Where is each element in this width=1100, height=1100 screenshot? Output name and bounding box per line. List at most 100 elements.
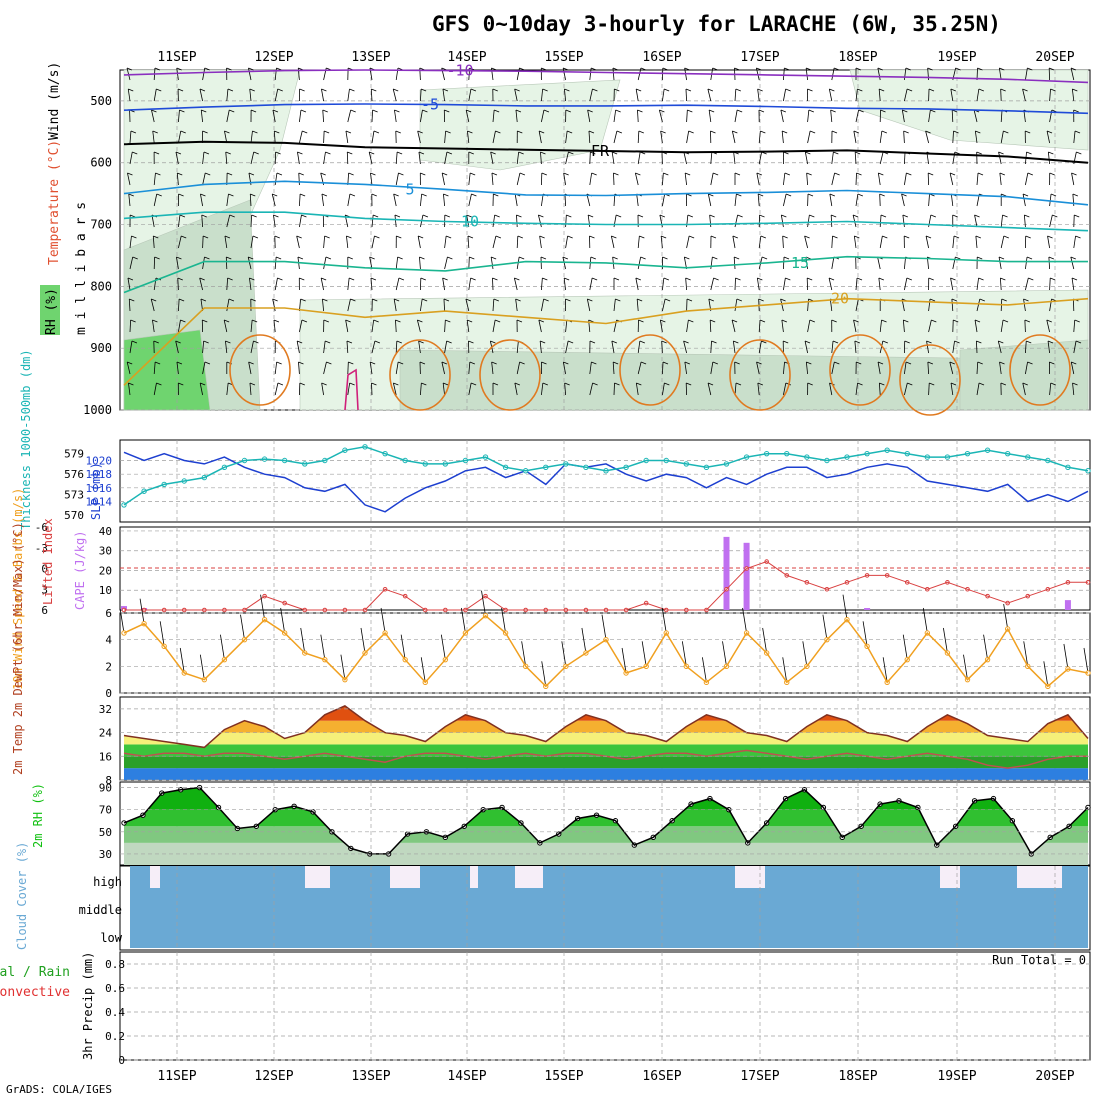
wind-barb <box>780 109 784 123</box>
wind-barb <box>781 214 787 218</box>
wind-barb <box>879 340 884 354</box>
wind-barb <box>447 256 453 260</box>
wind-barb <box>783 277 786 291</box>
wind-barb <box>301 319 308 323</box>
wind-barb <box>495 235 502 239</box>
wind-barb <box>178 193 184 197</box>
isotherm-line <box>123 211 1089 232</box>
wind-barb <box>347 277 350 291</box>
wind-barb <box>299 382 305 386</box>
wind-barb <box>1003 235 1009 239</box>
wind-barb <box>780 109 787 113</box>
wind-barb <box>1074 319 1080 323</box>
wind-barb <box>710 361 714 375</box>
wind-barb <box>659 319 663 333</box>
wind-barb <box>1048 151 1054 155</box>
wind-barb <box>468 256 470 270</box>
wind-barb <box>862 621 868 647</box>
wind-barb <box>735 88 741 92</box>
wind-barb <box>199 277 205 281</box>
wind-barb <box>129 340 133 354</box>
wind-barb <box>541 382 544 396</box>
wind-barb <box>804 235 808 249</box>
pressure-tick-label: 700 <box>90 218 112 232</box>
wind-barb <box>711 340 717 344</box>
wind-barb <box>249 382 252 396</box>
wind-barb <box>296 235 300 249</box>
wind-barb <box>904 256 906 270</box>
wind-barb <box>999 67 1005 71</box>
wind-barb <box>444 130 447 144</box>
wind-barb <box>202 172 206 186</box>
wind-barb <box>684 172 691 176</box>
wind-barb <box>802 641 808 667</box>
wind-barb <box>904 382 908 396</box>
wind-barb <box>615 109 621 113</box>
wind-barb <box>202 340 205 354</box>
wind-barb <box>372 214 379 218</box>
wind-barb <box>904 340 910 344</box>
wind-barb <box>782 235 784 249</box>
wind-barb <box>127 277 134 281</box>
wind-barb <box>444 151 448 165</box>
wind-barb <box>756 361 760 375</box>
wind-barb <box>589 340 596 344</box>
temperature-axis-label: Temperature (°C) <box>47 140 62 265</box>
wind-barb <box>442 88 449 92</box>
wind-barb <box>277 382 284 386</box>
wind-barb <box>461 607 466 634</box>
wind-barb <box>249 277 255 281</box>
lifted-index-tick: 6 <box>41 604 48 617</box>
wind-barb <box>275 151 281 155</box>
wind-barb <box>1025 361 1028 375</box>
wind-barb <box>347 361 349 375</box>
wind-barb <box>601 614 607 640</box>
wind-barb <box>950 382 957 386</box>
wind-barb <box>567 130 573 134</box>
wind-barb <box>492 277 498 281</box>
wind-barb <box>322 298 328 302</box>
wind-barb <box>1074 130 1081 134</box>
wind-barb <box>783 340 789 344</box>
wind-barb <box>955 256 961 260</box>
wind-barb <box>928 193 930 207</box>
wind-barb <box>360 627 366 654</box>
date-label-bottom: 13SEP <box>351 1069 390 1084</box>
wind-barb <box>422 109 428 113</box>
wind-barb <box>442 382 449 386</box>
wind-barb <box>204 67 210 71</box>
wind-speed-axis-label: 10m Wind Speed & Barbs (m/s) <box>11 488 25 690</box>
pressure-tick-label: 1000 <box>83 403 112 417</box>
lifted-index-tick: -3 <box>35 542 48 555</box>
wind-barb <box>374 235 380 239</box>
wind-barb <box>805 361 808 375</box>
precip-tick-label: 0.2 <box>105 1030 125 1043</box>
wind-barb <box>199 88 203 102</box>
wind-barb <box>1071 172 1075 186</box>
wind-barb <box>722 641 727 667</box>
wind-barb <box>930 109 936 113</box>
wind-barb <box>471 193 477 197</box>
wind-barb <box>562 256 569 260</box>
wind-barb <box>855 193 859 207</box>
wind-barb <box>662 67 668 71</box>
wind-barb <box>1025 340 1027 354</box>
wind-barb <box>514 193 518 207</box>
wind-barb <box>128 298 131 312</box>
wind-barb <box>831 151 834 165</box>
wind-barb <box>441 361 445 375</box>
wind-barb <box>659 109 665 113</box>
wind-barb <box>564 193 566 207</box>
wind-barb <box>1023 298 1029 302</box>
wind-barb <box>635 277 642 281</box>
wind-barb <box>639 340 646 344</box>
wind-barb <box>539 130 545 134</box>
wind-barb <box>421 382 427 386</box>
wind-barb <box>879 151 884 165</box>
wind-barb <box>761 340 767 344</box>
wind-barb <box>852 214 859 218</box>
wind-barb <box>809 130 816 134</box>
wind-barb <box>446 151 453 155</box>
wind-barb <box>807 382 813 386</box>
wind-barb <box>153 235 159 239</box>
